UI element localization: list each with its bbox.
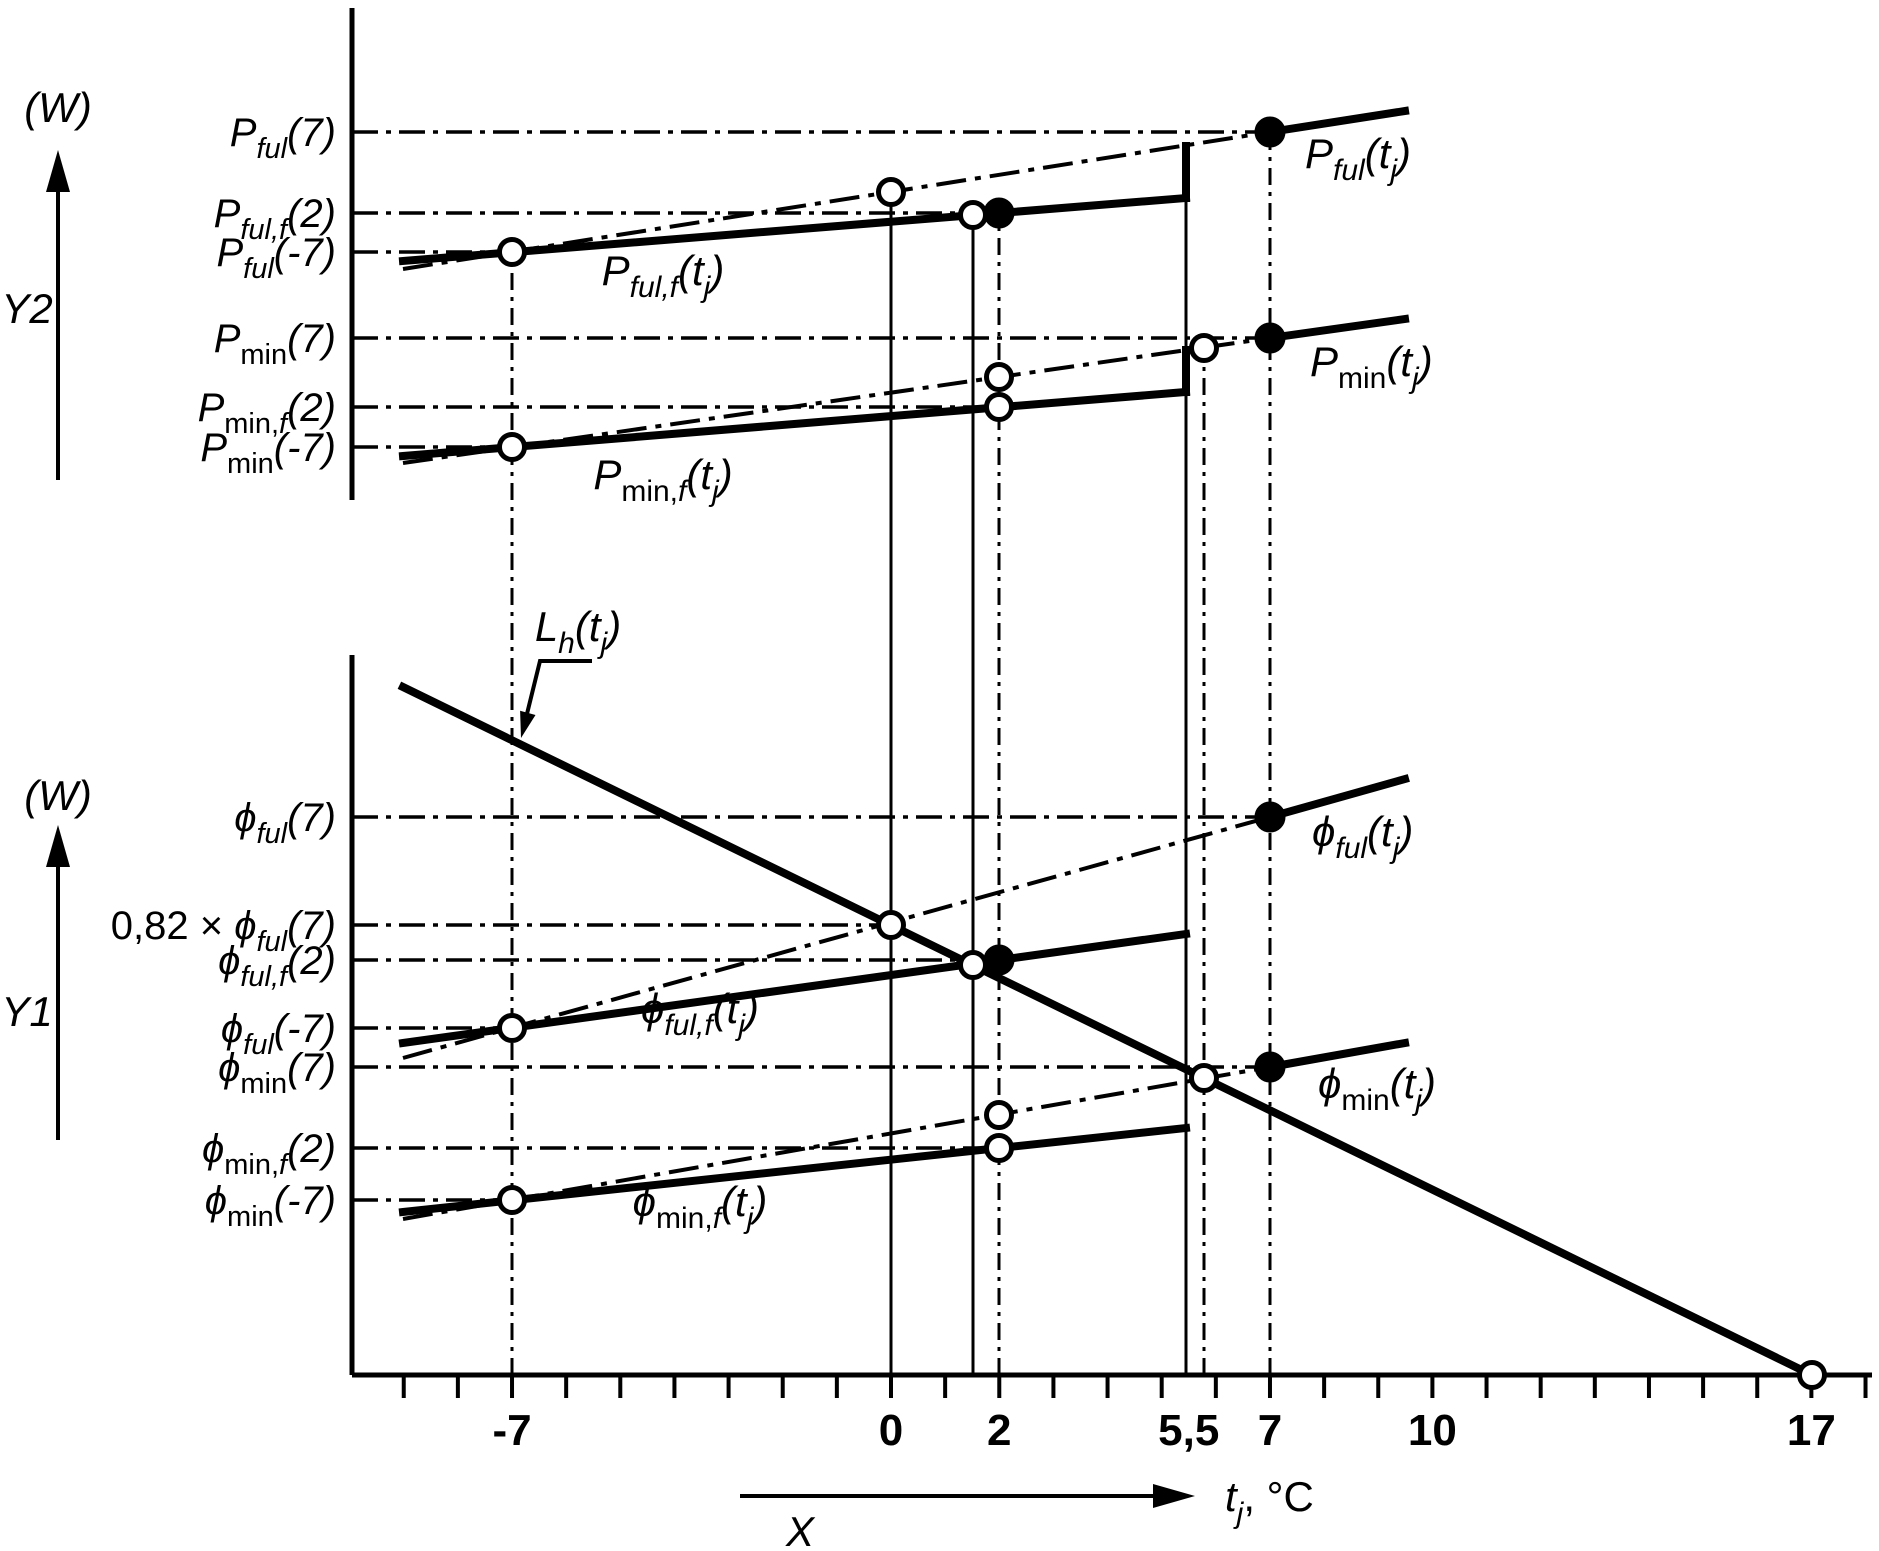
y1-name: Y1 (1, 988, 52, 1035)
level-label-phi_min(7): ϕmin(7) (218, 1046, 336, 1100)
data-point-filled (1254, 322, 1286, 354)
level-label-Pful(7): Pful(7) (230, 111, 336, 165)
data-point-open (876, 910, 906, 940)
curve-phi_min,f(tj) (398, 1123, 1191, 1217)
lh-callout-arrow-head (520, 710, 536, 738)
y1-unit: (W) (24, 772, 92, 819)
curve-phi_ful,f(tj) (398, 929, 1191, 1048)
y1-direction-arrow-head (46, 825, 70, 867)
x-name: X (785, 1508, 816, 1551)
curve-phi_ful(tj)-solid-after7 (1265, 774, 1410, 822)
data-point-open (876, 177, 906, 207)
data-point-filled (1254, 1051, 1286, 1083)
level-label-Pful,f(2): Pful,f(2) (214, 192, 336, 246)
level-label-0,82xphi_ful(7): 0,82 × ϕful(7) (111, 904, 336, 958)
curve-P_ful(tj)-solid-after7 (1265, 106, 1410, 137)
curve-P_ful(tj)-dashdot (402, 130, 1271, 271)
data-point-open (984, 362, 1014, 392)
data-point-open (958, 950, 988, 980)
level-label-Pmin,f(2): Pmin,f(2) (198, 386, 336, 440)
label-phi_min,f(tj): ϕmin,f(tj) (633, 1178, 768, 1235)
y2-direction-arrow-head (46, 150, 70, 192)
x-tick-label-2: 2 (987, 1406, 1011, 1455)
level-label-phi_ful,f(2): ϕful,f(2) (218, 939, 336, 993)
data-point-open (1189, 333, 1219, 363)
x-direction-arrow-head (1153, 1484, 1195, 1508)
level-label-Pmin(-7): Pmin(-7) (200, 426, 336, 480)
label-phi_min(tj): ϕmin(tj) (1318, 1060, 1436, 1117)
data-point-open (984, 1100, 1014, 1130)
curve-L_h(tj)-load-line (397, 681, 1818, 1381)
label-L_h(tj): Lh(tj) (535, 603, 621, 660)
label-P_min(tj): Pmin(tj) (1310, 338, 1433, 395)
data-point-open (1797, 1360, 1827, 1390)
data-point-open (497, 432, 527, 462)
curve-P_ful,f(tj) (398, 193, 1191, 266)
y2-unit: (W) (24, 84, 92, 131)
data-point-open (984, 392, 1014, 422)
level-label-phi_min,f(2): ϕmin,f(2) (202, 1127, 336, 1181)
label-phi_ful(tj): ϕful(tj) (1312, 808, 1413, 865)
label-phi_ful,f(tj): ϕful,f(tj) (641, 985, 759, 1042)
x-tick-label-7: 7 (1258, 1406, 1282, 1455)
curve-P_min,f(tj) (398, 387, 1191, 461)
curve-phi_min(tj)-solid-after7 (1265, 1038, 1410, 1072)
x-tick-label--7: -7 (492, 1406, 531, 1455)
x-tick-label-0: 0 (879, 1406, 903, 1455)
data-point-filled (1254, 801, 1286, 833)
data-point-open (497, 1013, 527, 1043)
curve-phi_min(tj)-dashdot (402, 1065, 1271, 1221)
x-tick-label-17: 17 (1787, 1406, 1836, 1455)
lh-callout-arrow (522, 659, 592, 727)
level-label-phi_min(-7): ϕmin(-7) (205, 1179, 336, 1233)
curve-phi_ful(tj)-dashdot (402, 815, 1271, 1060)
data-point-open (1189, 1063, 1219, 1093)
y2-name: Y2 (1, 285, 52, 332)
label-P_ful(tj): Pful(tj) (1305, 130, 1411, 187)
label-P_min,f(tj): Pmin,f(tj) (593, 451, 732, 508)
level-label-Pful(-7): Pful(-7) (216, 231, 336, 285)
data-point-open (497, 1185, 527, 1215)
data-point-open (497, 237, 527, 267)
data-point-filled (1254, 116, 1286, 148)
curve-P_min(tj)-dashdot (402, 336, 1271, 465)
level-label-phi_ful(-7): ϕful(-7) (221, 1007, 336, 1061)
label-P_ful,f(tj): Pful,f(tj) (602, 247, 725, 304)
data-point-filled (983, 197, 1015, 229)
data-point-filled (983, 944, 1015, 976)
level-label-phi_ful(7): ϕful(7) (234, 796, 336, 850)
x-unit: tj, °C (1225, 1473, 1314, 1530)
level-label-Pmin(7): Pmin(7) (214, 317, 336, 371)
data-point-open (958, 200, 988, 230)
curve-P_min(tj)-solid-after7 (1265, 314, 1410, 343)
x-tick-label-10: 10 (1408, 1406, 1457, 1455)
data-point-open (984, 1133, 1014, 1163)
x-tick-label-5,5: 5,5 (1158, 1406, 1219, 1455)
